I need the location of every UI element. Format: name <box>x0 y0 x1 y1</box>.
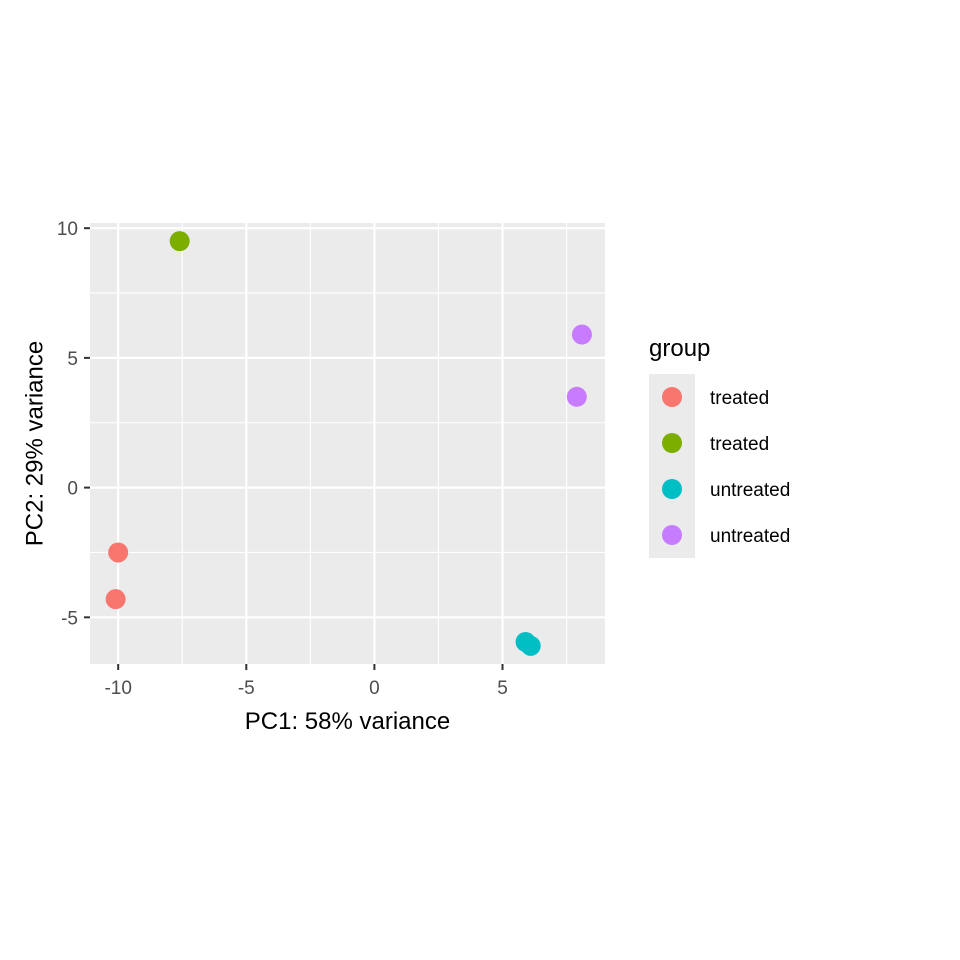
y-tick-label: 10 <box>57 219 78 240</box>
x-tick-label: 5 <box>497 678 508 699</box>
legend-key-2 <box>662 433 682 453</box>
legend-label-1: treated <box>710 388 769 409</box>
minor-gridlines <box>90 223 605 664</box>
data-point-untreated-4 <box>566 386 587 407</box>
y-tick-label: -5 <box>61 608 78 629</box>
y-axis: -5 0 5 10 <box>57 219 90 629</box>
legend-key-1 <box>662 387 682 407</box>
legend-label-3: untreated <box>710 480 790 501</box>
x-tick-label: -10 <box>104 678 131 699</box>
data-point-treated-1 <box>108 542 129 563</box>
plot-panel <box>90 223 605 664</box>
x-tick-label: -5 <box>238 678 255 699</box>
legend-title: group <box>649 335 710 362</box>
y-axis-title: PC2: 29% variance <box>21 341 48 546</box>
x-axis-title: PC1: 58% variance <box>245 708 450 735</box>
y-tick-label: 5 <box>67 349 78 370</box>
data-point-treated-2 <box>169 231 190 252</box>
legend-label-2: treated <box>710 434 769 455</box>
data-point-untreated-3 <box>520 635 541 656</box>
x-tick-label: 0 <box>369 678 380 699</box>
major-gridlines <box>90 223 605 664</box>
legend-items: treated treated untreated untreated <box>662 387 790 547</box>
legend-key-3 <box>662 479 682 499</box>
data-point-untreated-4 <box>571 324 592 345</box>
data-points <box>105 231 592 656</box>
data-point-treated-1 <box>105 589 126 610</box>
x-axis: -10 -5 0 5 <box>104 664 508 699</box>
legend-label-4: untreated <box>710 526 790 547</box>
legend-key-4 <box>662 525 682 545</box>
legend: group treated treated untreated untreated <box>649 335 790 558</box>
y-tick-label: 0 <box>67 479 78 500</box>
